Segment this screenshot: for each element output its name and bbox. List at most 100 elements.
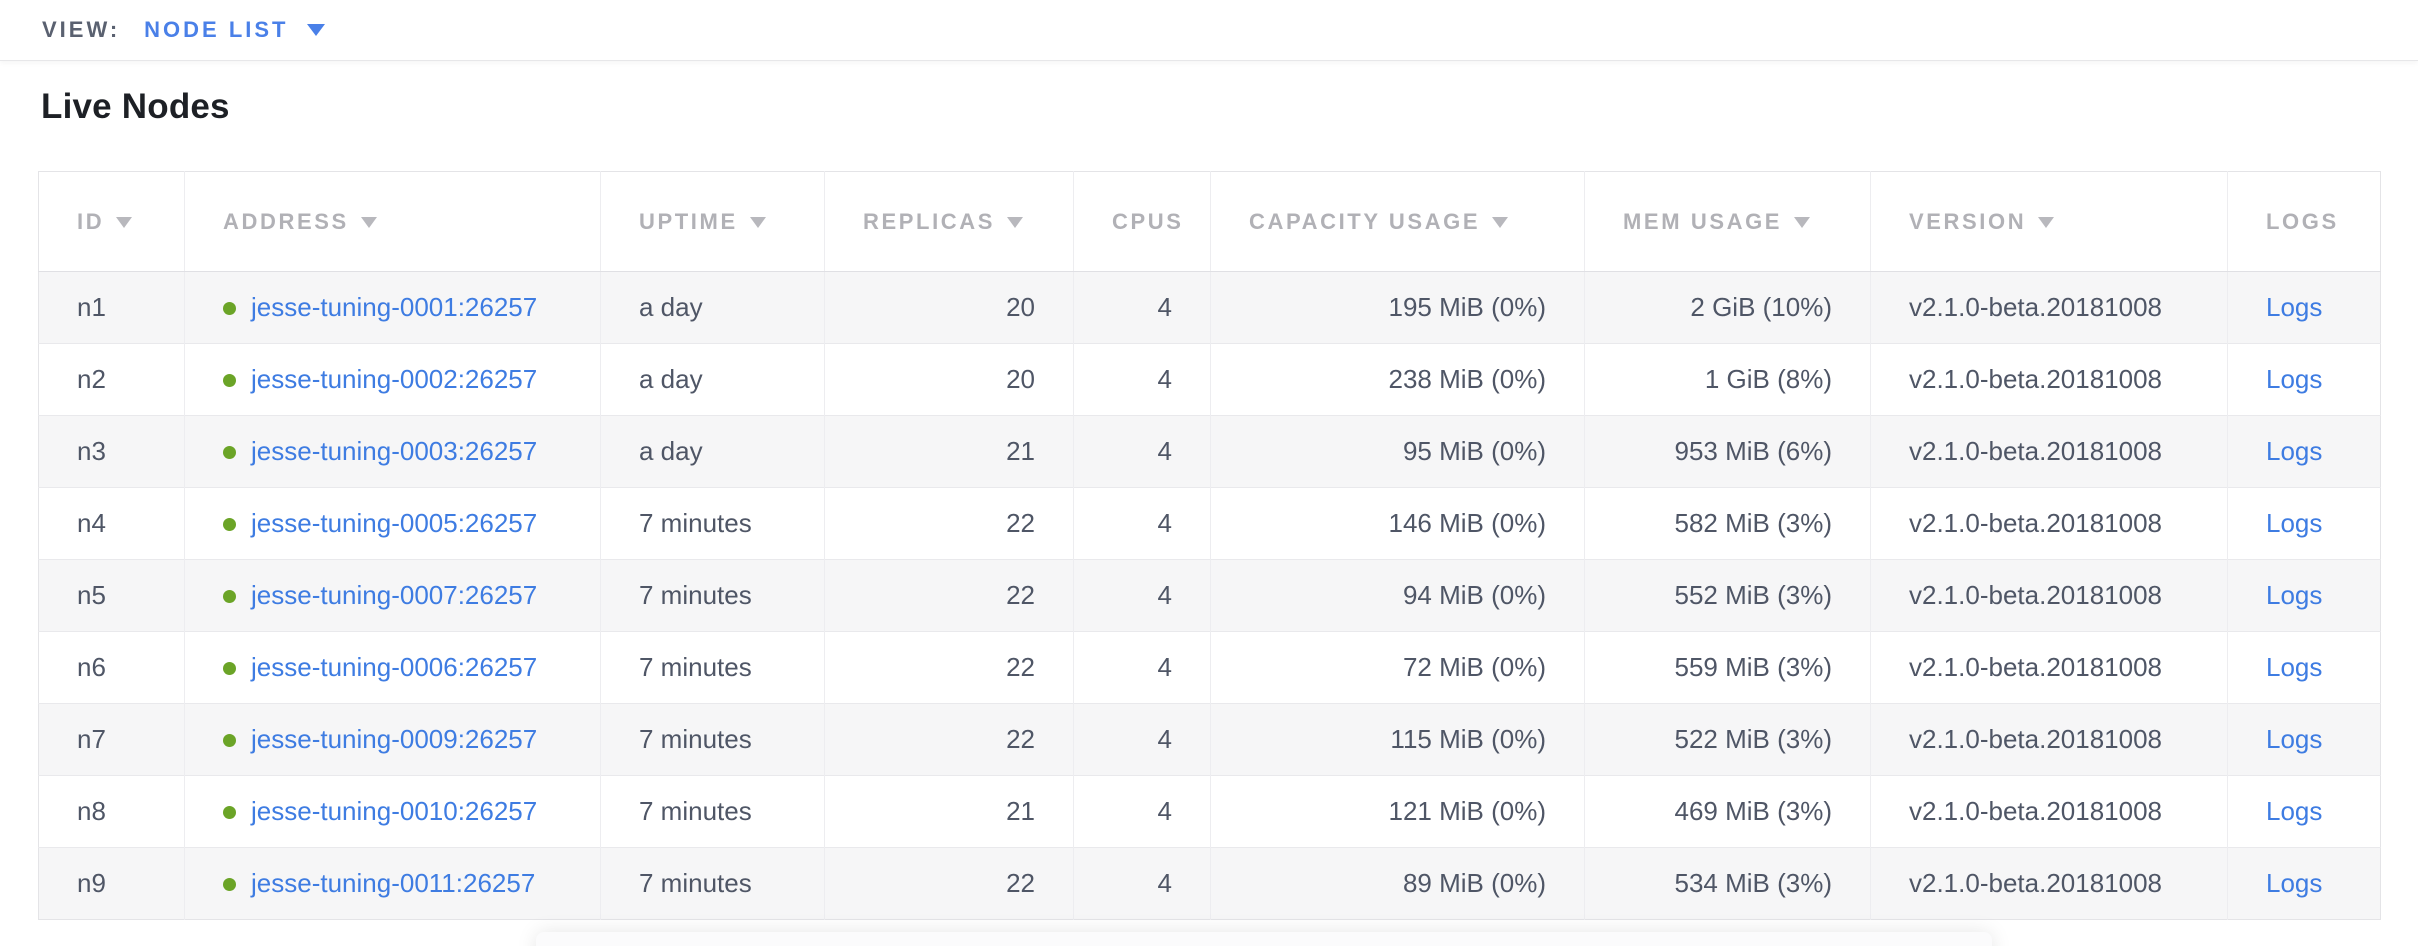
node-address-link[interactable]: jesse-tuning-0002:26257 [251, 364, 538, 394]
cell-replicas: 21 [824, 415, 1074, 488]
node-address-link[interactable]: jesse-tuning-0009:26257 [251, 724, 538, 754]
column-header-version[interactable]: VERSION [1870, 171, 2228, 272]
cell-address: jesse-tuning-0007:26257 [184, 559, 601, 632]
sort-caret-icon [749, 216, 766, 228]
cell-replicas: 22 [824, 847, 1074, 920]
cell-id: n4 [38, 487, 185, 560]
column-header-id[interactable]: ID [38, 171, 185, 272]
cell-address: jesse-tuning-0003:26257 [184, 415, 601, 488]
node-status-dot-icon [223, 590, 236, 603]
node-status-dot-icon [223, 806, 236, 819]
logs-link[interactable]: Logs [2266, 796, 2323, 826]
cell-address: jesse-tuning-0009:26257 [184, 703, 601, 776]
logs-link[interactable]: Logs [2266, 364, 2323, 394]
cell-capacity: 89 MiB (0%) [1210, 847, 1585, 920]
view-dropdown[interactable]: NODE LIST [144, 17, 325, 43]
cell-cpus: 4 [1073, 271, 1211, 344]
cell-logs: Logs [2227, 343, 2381, 416]
node-status-dot-icon [223, 446, 236, 459]
cell-logs: Logs [2227, 775, 2381, 848]
cell-replicas: 20 [824, 271, 1074, 344]
node-address-link[interactable]: jesse-tuning-0001:26257 [251, 292, 538, 322]
column-header-label: CAPACITY USAGE [1249, 208, 1481, 234]
column-header-label: MEM USAGE [1623, 208, 1783, 234]
table-row: n2 jesse-tuning-0002:26257 a day 20 4 238 MiB… [38, 343, 2381, 416]
column-header-label: VERSION [1909, 208, 2027, 234]
cell-logs: Logs [2227, 415, 2381, 488]
cell-uptime: 7 minutes [600, 703, 825, 776]
table-row: n6 jesse-tuning-0006:26257 7 minutes 22 4 72 … [38, 631, 2381, 704]
cell-address: jesse-tuning-0011:26257 [184, 847, 601, 920]
view-selector-bar: VIEW: NODE LIST [0, 0, 2418, 61]
cell-logs: Logs [2227, 703, 2381, 776]
column-header-uptime[interactable]: UPTIME [600, 171, 825, 272]
logs-link[interactable]: Logs [2266, 868, 2323, 898]
cell-cpus: 4 [1073, 703, 1211, 776]
column-header-capacity[interactable]: CAPACITY USAGE [1210, 171, 1585, 272]
cell-cpus: 4 [1073, 487, 1211, 560]
cell-logs: Logs [2227, 631, 2381, 704]
cell-mem: 2 GiB (10%) [1584, 271, 1871, 344]
cell-id: n5 [38, 559, 185, 632]
column-header-address[interactable]: ADDRESS [184, 171, 601, 272]
cell-uptime: 7 minutes [600, 487, 825, 560]
live-nodes-table-container: ID ADDRESS UPTIME REPLICAS CPUS CAPACITY USAG… [38, 171, 2381, 920]
node-address-link[interactable]: jesse-tuning-0010:26257 [251, 796, 538, 826]
node-address-link[interactable]: jesse-tuning-0007:26257 [251, 580, 538, 610]
cell-address: jesse-tuning-0005:26257 [184, 487, 601, 560]
node-status-dot-icon [223, 662, 236, 675]
logs-link[interactable]: Logs [2266, 724, 2323, 754]
node-status-dot-icon [223, 878, 236, 891]
node-status-dot-icon [223, 374, 236, 387]
cell-capacity: 146 MiB (0%) [1210, 487, 1585, 560]
page-title: Live Nodes [41, 87, 230, 126]
cell-logs: Logs [2227, 487, 2381, 560]
cell-version: v2.1.0-beta.20181008 [1870, 703, 2228, 776]
view-dropdown-value[interactable]: NODE LIST [144, 17, 289, 42]
cell-id: n7 [38, 703, 185, 776]
logs-link[interactable]: Logs [2266, 508, 2323, 538]
cell-address: jesse-tuning-0010:26257 [184, 775, 601, 848]
table-row: n8 jesse-tuning-0010:26257 7 minutes 21 4 121… [38, 775, 2381, 848]
table-row: n1 jesse-tuning-0001:26257 a day 20 4 195 MiB… [38, 271, 2381, 344]
cell-address: jesse-tuning-0001:26257 [184, 271, 601, 344]
chevron-down-icon [306, 24, 325, 36]
cell-capacity: 195 MiB (0%) [1210, 271, 1585, 344]
logs-link[interactable]: Logs [2266, 292, 2323, 322]
node-address-link[interactable]: jesse-tuning-0003:26257 [251, 436, 538, 466]
cell-cpus: 4 [1073, 343, 1211, 416]
cell-uptime: 7 minutes [600, 559, 825, 632]
column-header-replicas[interactable]: REPLICAS [824, 171, 1074, 272]
cell-id: n3 [38, 415, 185, 488]
table-row: n5 jesse-tuning-0007:26257 7 minutes 22 4 94 … [38, 559, 2381, 632]
cell-uptime: 7 minutes [600, 631, 825, 704]
table-header-row: ID ADDRESS UPTIME REPLICAS CPUS CAPACITY USAG… [38, 171, 2381, 272]
node-status-dot-icon [223, 518, 236, 531]
cell-capacity: 95 MiB (0%) [1210, 415, 1585, 488]
node-status-dot-icon [223, 302, 236, 315]
node-address-link[interactable]: jesse-tuning-0005:26257 [251, 508, 538, 538]
sort-caret-icon [1007, 216, 1024, 228]
cell-capacity: 238 MiB (0%) [1210, 343, 1585, 416]
column-header-mem[interactable]: MEM USAGE [1584, 171, 1871, 272]
cell-logs: Logs [2227, 847, 2381, 920]
cell-cpus: 4 [1073, 415, 1211, 488]
cell-version: v2.1.0-beta.20181008 [1870, 271, 2228, 344]
table-row: n7 jesse-tuning-0009:26257 7 minutes 22 4 115… [38, 703, 2381, 776]
sort-caret-icon [1492, 216, 1509, 228]
node-address-link[interactable]: jesse-tuning-0006:26257 [251, 652, 538, 682]
column-header-label: UPTIME [639, 208, 738, 234]
cell-cpus: 4 [1073, 559, 1211, 632]
cell-id: n1 [77, 292, 106, 322]
logs-link[interactable]: Logs [2266, 652, 2323, 682]
cell-cpus: 4 [1073, 847, 1211, 920]
cell-mem: 559 MiB (3%) [1584, 631, 1871, 704]
cell-id: n6 [38, 631, 185, 704]
cell-version: v2.1.0-beta.20181008 [1870, 631, 2228, 704]
logs-link[interactable]: Logs [2266, 580, 2323, 610]
cell-cpus: 4 [1073, 631, 1211, 704]
cell-capacity: 94 MiB (0%) [1210, 559, 1585, 632]
cell-version: v2.1.0-beta.20181008 [1870, 847, 2228, 920]
node-address-link[interactable]: jesse-tuning-0011:26257 [251, 868, 536, 898]
logs-link[interactable]: Logs [2266, 436, 2323, 466]
